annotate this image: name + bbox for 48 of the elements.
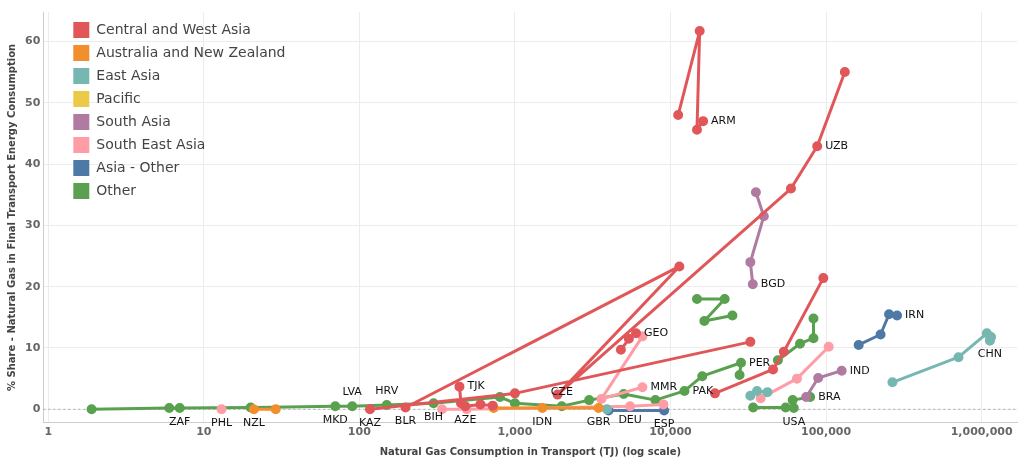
annotation: TJK: [466, 379, 486, 393]
annotation: IDN: [532, 414, 553, 428]
annotation: ZAF: [168, 414, 191, 428]
annotation: AZE: [454, 413, 477, 427]
x-tick-label: 1: [44, 425, 53, 439]
legend-label: East Asia: [96, 66, 161, 83]
annotation: IRN: [905, 308, 925, 322]
annotation: PHL: [210, 416, 233, 430]
legend-label: Central and West Asia: [96, 20, 251, 37]
y-tick-label: 40: [25, 156, 41, 170]
legend-label: Pacific: [96, 89, 141, 106]
annotation: MMR: [650, 380, 678, 394]
annotation: HRV: [375, 383, 399, 397]
x-tick-label: 1,000: [497, 425, 533, 439]
y-tick-label: 10: [25, 340, 41, 354]
annotation: ARM: [711, 114, 736, 127]
x-axis-title: Natural Gas Consumption in Transport (TJ) (log scale): [379, 445, 682, 457]
y-axis-title: % Share - Natural Gas in Final Transport Energy Consumption: [5, 43, 17, 391]
annotation: USA: [782, 414, 806, 428]
legend-label: South East Asia: [96, 135, 206, 152]
annotation: CHN: [977, 347, 1002, 361]
y-tick-label: 60: [25, 34, 41, 48]
annotation: IND: [849, 363, 870, 377]
y-tick-label: 20: [25, 279, 41, 293]
y-tick-label: 0: [32, 402, 41, 416]
annotation: PAK: [692, 383, 714, 397]
x-tick-label: 100,000: [801, 425, 852, 439]
annotation: BIH: [424, 410, 444, 424]
y-tick-label: 50: [25, 95, 41, 109]
x-tick-label: 100: [347, 425, 372, 439]
annotation: PER: [749, 355, 771, 369]
annotation: MKD: [322, 413, 348, 427]
y-tick-label: 30: [25, 218, 41, 232]
annotation: GBR: [586, 414, 611, 428]
legend-label: Australia and New Zealand: [96, 43, 286, 60]
annotation: GEO: [643, 326, 669, 340]
legend-label: Asia - Other: [96, 158, 180, 175]
annotation: BRA: [818, 389, 841, 403]
x-tick-label: 1,000,000: [950, 425, 1013, 439]
annotation: UZB: [825, 139, 849, 153]
legend-label: Other: [96, 181, 137, 198]
annotation: BLR: [394, 414, 417, 428]
annotation: DEU: [618, 413, 642, 427]
annotation: NZL: [242, 416, 266, 430]
annotation: LVA: [342, 385, 363, 399]
annotation: BGD: [760, 277, 786, 291]
legend-label: South Asia: [96, 112, 171, 129]
x-tick-label: 10: [196, 425, 212, 439]
